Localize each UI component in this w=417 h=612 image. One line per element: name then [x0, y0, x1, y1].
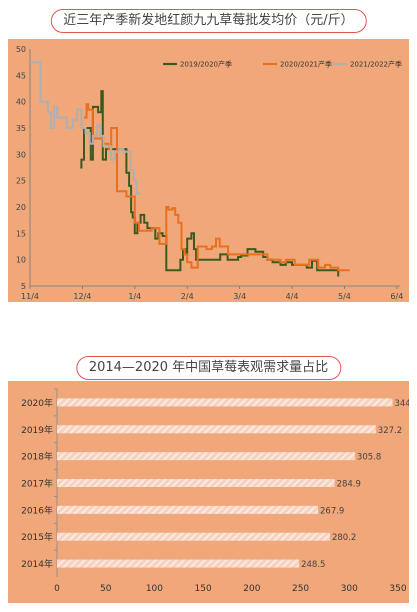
category-label-7: 2014年	[21, 558, 53, 570]
bar-1	[57, 398, 393, 407]
bar-chart-title: 2014—2020 年中国草莓表观需求量占比	[75, 356, 342, 380]
y-tick-label: 35	[16, 124, 26, 133]
x-tick-label: 12/4	[73, 292, 91, 301]
x-tick-label: 350	[389, 584, 406, 594]
x-tick-label: 0	[54, 584, 60, 594]
x-tick-label: 100	[146, 584, 163, 594]
bar-2	[57, 425, 376, 434]
bar-4	[57, 479, 335, 487]
data-label-5: 267.9	[320, 506, 344, 516]
y-tick-label: 25	[16, 177, 26, 186]
x-tick-label: 2/4	[181, 292, 194, 301]
legend-label-3: 2021/2022产季	[350, 60, 402, 69]
x-tick-label: 150	[195, 584, 212, 594]
y-tick-label: 40	[16, 98, 26, 107]
line-chart: 5 10 15 20 25 30 35 40 45 50 11/4 12/4 1/4 2/4 3/4 4/4 5…	[16, 45, 403, 301]
series-line-2	[84, 103, 350, 272]
category-label-6: 2015年	[21, 531, 53, 543]
data-label-2: 327.2	[378, 426, 402, 436]
data-label-3: 305.8	[357, 453, 381, 463]
x-tick-label: 200	[243, 584, 260, 594]
data-label-6: 280.2	[332, 533, 356, 543]
bar-5	[57, 505, 319, 514]
series-line-3	[30, 61, 141, 195]
bar-chart: 2020年 344.3 2019年 327.2 2018年 305.8 2017年 284.9…	[21, 388, 409, 594]
x-tick-label: 3/4	[233, 292, 246, 301]
bar-chart-panel: 2020年 344.3 2019年 327.2 2018年 305.8 2017年 284.9…	[8, 381, 409, 603]
x-tick-label: 4/4	[286, 292, 299, 301]
line-chart-panel: 5 10 15 20 25 30 35 40 45 50 11/4 12/4 1/4 2/4 3/4 4/4 5…	[8, 39, 409, 302]
bar-6	[57, 532, 330, 541]
data-label-4: 284.9	[337, 480, 361, 490]
bar-7	[57, 559, 300, 568]
category-label-4: 2017年	[21, 478, 53, 490]
x-tick-label: 1/4	[128, 292, 141, 301]
y-tick-label: 45	[16, 71, 26, 80]
x-tick-label: 250	[292, 584, 309, 594]
x-tick-label: 11/4	[21, 292, 39, 301]
data-label-1: 344.3	[394, 399, 409, 409]
legend-label-2: 2020/2021产季	[280, 60, 332, 69]
y-tick-label: 5	[21, 282, 26, 291]
x-tick-label: 6/4	[390, 292, 403, 301]
y-tick-label: 10	[16, 256, 26, 265]
x-tick-label: 300	[341, 584, 358, 594]
x-tick-label: 50	[100, 584, 112, 594]
category-label-2: 2019年	[21, 424, 53, 436]
category-label-5: 2016年	[21, 504, 53, 516]
y-tick-label: 20	[16, 203, 26, 212]
category-label-3: 2018年	[21, 451, 53, 463]
legend-label-1: 2019/2020产季	[180, 60, 232, 69]
x-tick-label: 5/4	[338, 292, 351, 301]
line-chart-title: 近三年产季新发地红颜九九草莓批发均价（元/斤）	[50, 9, 367, 33]
y-tick-label: 30	[16, 150, 26, 159]
category-label-1: 2020年	[21, 397, 53, 409]
data-label-7: 248.5	[301, 560, 325, 570]
y-tick-label: 50	[16, 45, 26, 54]
y-tick-label: 15	[16, 229, 26, 238]
bar-3	[57, 452, 355, 461]
